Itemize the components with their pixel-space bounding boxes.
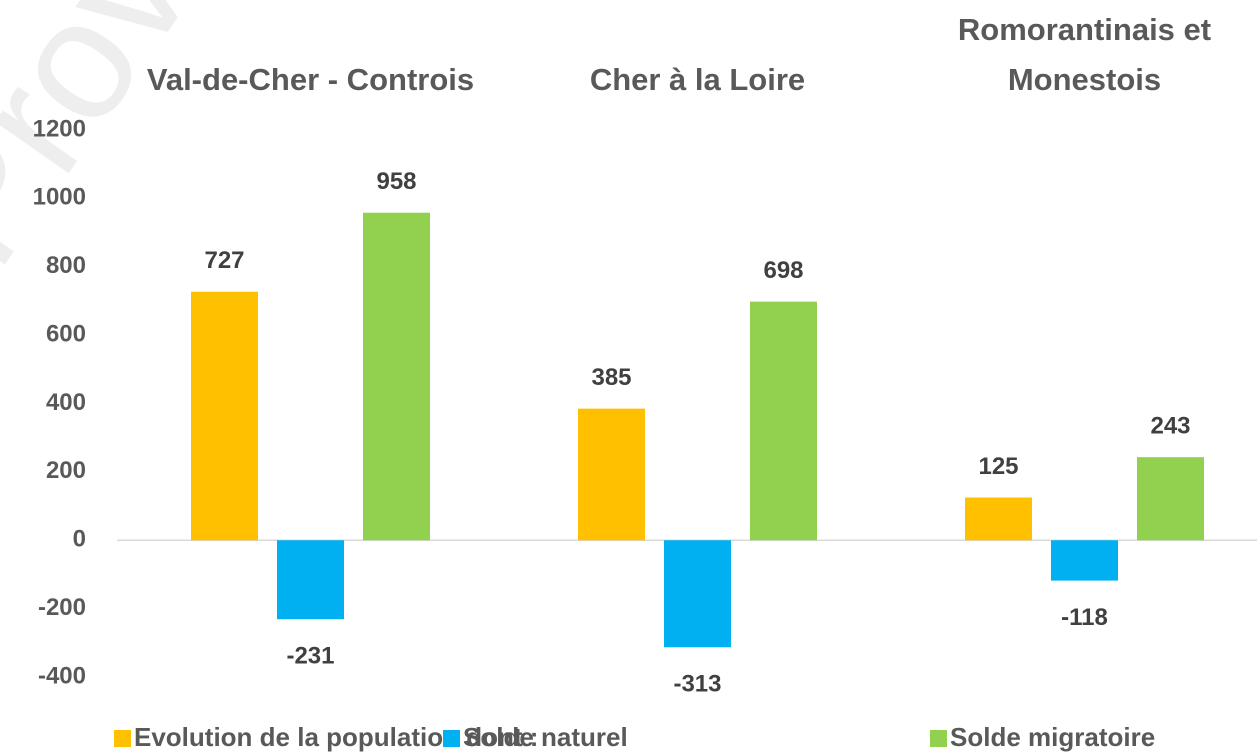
y-tick-label: 400 bbox=[46, 389, 86, 416]
bar bbox=[1137, 457, 1204, 541]
y-tick-label: 0 bbox=[73, 526, 86, 553]
data-label: 958 bbox=[376, 168, 416, 195]
legend-label: Solde naturel bbox=[463, 722, 628, 752]
bar bbox=[578, 408, 645, 541]
legend-swatch bbox=[114, 730, 131, 747]
bar bbox=[191, 291, 258, 541]
y-tick-label: 600 bbox=[46, 320, 86, 347]
y-tick-label: -200 bbox=[38, 594, 86, 621]
bar bbox=[1051, 540, 1118, 581]
y-tick-label: 1200 bbox=[33, 115, 86, 142]
data-label: -231 bbox=[286, 643, 334, 670]
bar bbox=[277, 540, 344, 620]
category-label: Val-de-Cher - Controis bbox=[146, 62, 475, 97]
bar bbox=[664, 540, 731, 648]
legend-label: Solde migratoire bbox=[950, 722, 1155, 752]
bar bbox=[965, 497, 1032, 541]
legend-swatch bbox=[930, 730, 947, 747]
legend-swatch bbox=[443, 730, 460, 747]
y-tick-label: 800 bbox=[46, 252, 86, 279]
data-label: -118 bbox=[1061, 604, 1108, 631]
data-label: 727 bbox=[204, 247, 244, 274]
y-tick-label: 200 bbox=[46, 457, 86, 484]
data-label: 243 bbox=[1150, 413, 1190, 440]
data-label: 698 bbox=[763, 257, 803, 284]
data-label: -313 bbox=[673, 671, 721, 698]
data-label: 125 bbox=[978, 453, 1018, 480]
legend-label: Evolution de la population dont : bbox=[134, 722, 538, 752]
bar bbox=[750, 301, 817, 541]
category-label: Cher à la Loire bbox=[589, 62, 806, 97]
y-tick-label: 1000 bbox=[33, 184, 86, 211]
data-label: 385 bbox=[591, 364, 631, 391]
y-tick-label: -400 bbox=[38, 662, 86, 689]
category-label: Romorantinais et Monestois bbox=[957, 12, 1212, 97]
bar bbox=[363, 212, 430, 541]
